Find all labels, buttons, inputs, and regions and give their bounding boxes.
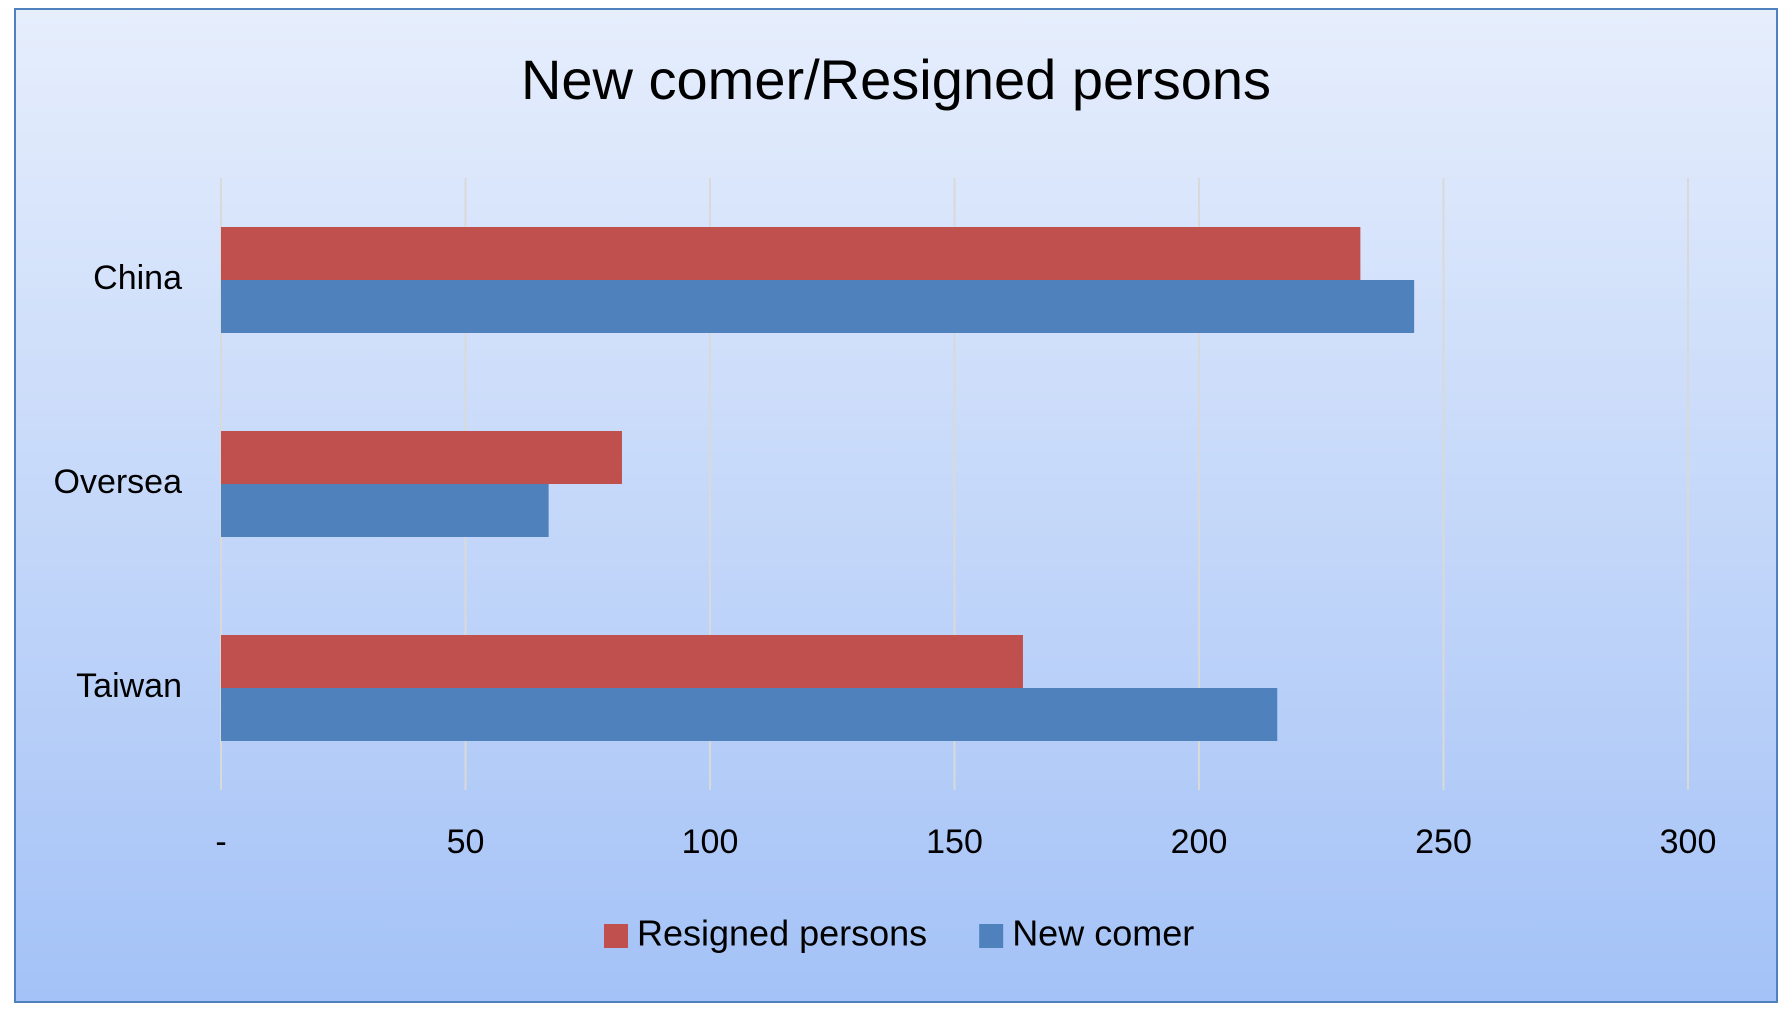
x-tick-label: 250 — [1415, 823, 1472, 861]
legend-label: New comer — [1012, 913, 1194, 954]
chart-title: New comer/Resigned persons — [521, 48, 1271, 111]
bars — [221, 227, 1415, 741]
bar — [221, 227, 1361, 280]
x-tick-label: 50 — [447, 823, 485, 861]
bar — [221, 280, 1415, 333]
x-tick-label: 150 — [926, 823, 983, 861]
x-tick-label: 100 — [682, 823, 739, 861]
bar — [221, 688, 1278, 741]
x-tick-label: 300 — [1660, 823, 1717, 861]
bar — [221, 635, 1023, 688]
legend-label: Resigned persons — [637, 913, 927, 954]
legend-swatch — [604, 924, 628, 948]
y-tick-label: Oversea — [54, 463, 183, 501]
labels: - 50 100 150 200 250 300 China Oversea Taiwan — [54, 259, 1717, 861]
bar — [221, 431, 622, 484]
y-tick-label: China — [93, 259, 182, 297]
x-tick-label: - — [215, 823, 226, 861]
legend: Resigned persons New comer — [604, 913, 1194, 954]
legend-swatch — [979, 924, 1004, 948]
bar — [221, 484, 549, 537]
y-tick-label: Taiwan — [76, 667, 182, 705]
x-tick-label: 200 — [1171, 823, 1228, 861]
